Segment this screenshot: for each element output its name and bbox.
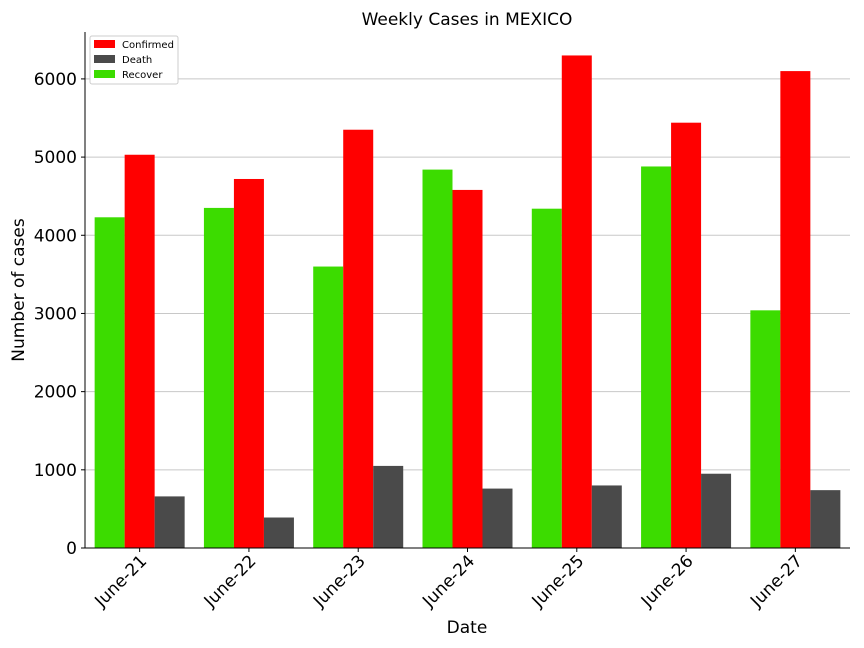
x-tick-label: June-22 xyxy=(200,551,261,612)
x-tick-label: June-23 xyxy=(309,551,370,612)
bars xyxy=(94,55,841,549)
bar-confirmed-june-25 xyxy=(561,55,592,549)
legend-label-confirmed: Confirmed xyxy=(122,40,174,51)
y-tick-label: 4000 xyxy=(34,226,77,246)
bar-confirmed-june-23 xyxy=(343,129,374,548)
bar-recover-june-26 xyxy=(641,166,672,549)
bar-confirmed-june-27 xyxy=(780,71,811,548)
bar-death-june-27 xyxy=(810,490,841,548)
y-tick-label: 5000 xyxy=(34,148,77,168)
bar-recover-june-27 xyxy=(750,310,781,548)
legend-swatch-death xyxy=(94,55,115,63)
bar-recover-june-25 xyxy=(531,208,562,548)
y-tick-label: 6000 xyxy=(34,70,77,90)
bar-death-june-26 xyxy=(701,473,732,548)
y-ticks: 0 1000 2000 3000 4000 5000 6000 xyxy=(34,70,85,559)
x-tick-label: June-24 xyxy=(418,551,479,612)
bar-death-june-25 xyxy=(591,485,622,548)
bar-confirmed-june-21 xyxy=(124,154,155,548)
y-tick-label: 2000 xyxy=(34,383,77,403)
bar-death-june-21 xyxy=(154,496,185,548)
bar-recover-june-22 xyxy=(203,207,234,548)
legend-label-death: Death xyxy=(122,55,152,66)
x-tick-label: June-21 xyxy=(91,551,152,612)
bar-recover-june-23 xyxy=(313,266,344,548)
bar-confirmed-june-22 xyxy=(233,178,264,548)
x-tick-label: June-27 xyxy=(746,551,807,612)
legend-swatch-recover xyxy=(94,70,115,78)
bar-death-june-22 xyxy=(263,517,294,548)
y-tick-label: 3000 xyxy=(34,304,77,324)
chart-title: Weekly Cases in MEXICO xyxy=(362,10,573,30)
legend: Confirmed Death Recover xyxy=(89,35,179,85)
x-tick-label: June-25 xyxy=(528,551,589,612)
bar-recover-june-24 xyxy=(422,169,453,548)
y-tick-label: 1000 xyxy=(34,461,77,481)
y-axis-label: Number of cases xyxy=(9,218,29,362)
x-tick-label: June-26 xyxy=(637,551,698,612)
x-ticks: June-21 June-22 June-23 June-24 June-25 June-… xyxy=(91,548,807,612)
legend-swatch-confirmed xyxy=(94,40,115,48)
bar-death-june-23 xyxy=(373,465,404,548)
x-axis-label: Date xyxy=(447,618,488,638)
bar-confirmed-june-26 xyxy=(671,122,702,548)
bar-confirmed-june-24 xyxy=(452,189,483,548)
bar-death-june-24 xyxy=(482,488,513,548)
bar-recover-june-21 xyxy=(94,217,125,549)
legend-label-recover: Recover xyxy=(122,70,163,81)
y-tick-label: 0 xyxy=(66,539,77,559)
